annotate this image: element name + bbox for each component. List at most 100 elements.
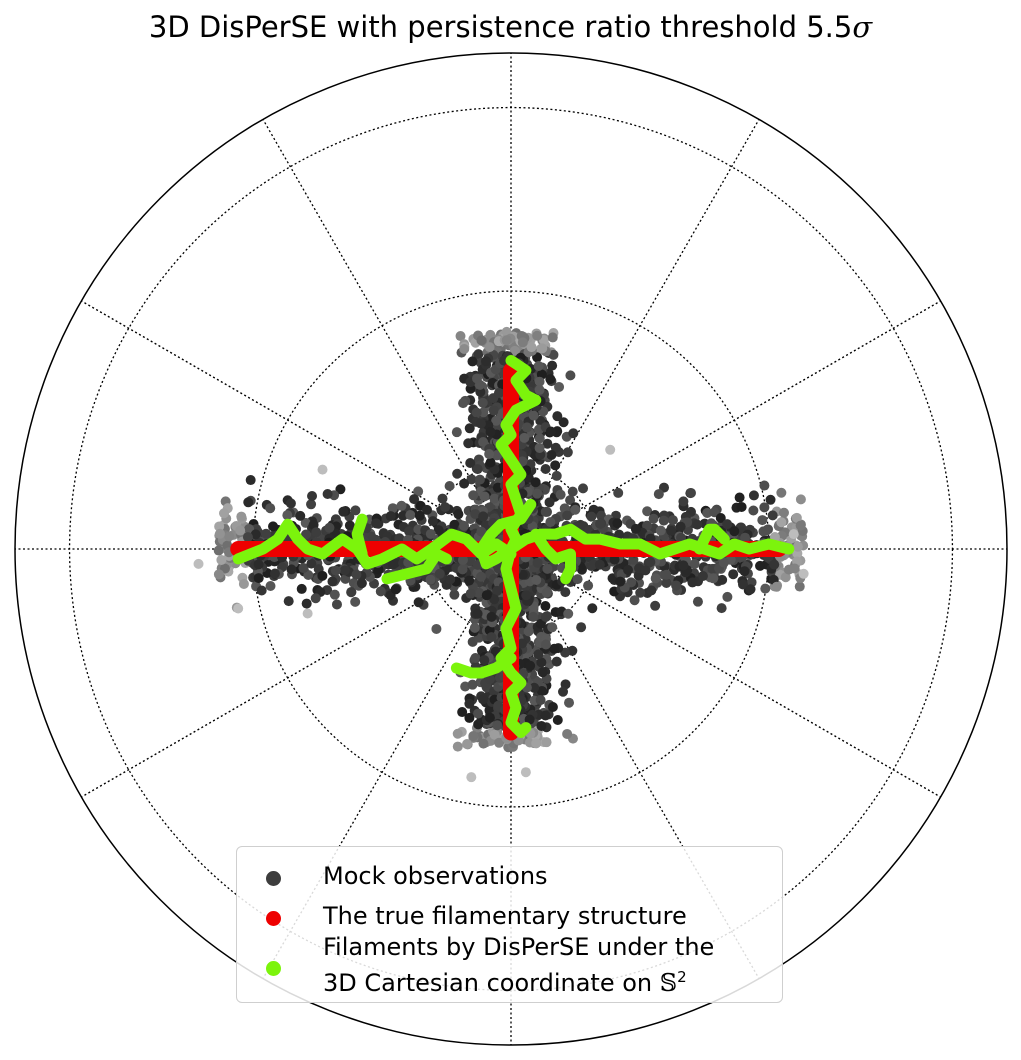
mock-point-2629 [339, 565, 350, 576]
mock-point-104 [451, 427, 462, 438]
mock-point-1284 [473, 708, 484, 719]
mock-point-1394 [540, 639, 551, 650]
mock-point-1236 [535, 618, 546, 629]
mock-point-356 [542, 438, 553, 449]
mock-point-1399 [486, 611, 497, 622]
mock-point-2518 [296, 583, 307, 594]
mock-point-265 [458, 398, 469, 409]
mock-point-1296 [457, 707, 468, 718]
mock-point-1931 [791, 512, 802, 523]
mock-point-2286 [331, 599, 342, 610]
mock-point-386 [540, 464, 551, 475]
mock-point-668 [474, 474, 485, 485]
mock-point-542 [468, 490, 479, 501]
mock-point-630 [526, 342, 537, 353]
mock-point-653 [485, 457, 496, 468]
mock-point-1932 [623, 564, 634, 575]
mock-point-536 [534, 442, 545, 453]
mock-point-1675 [748, 490, 759, 501]
mock-point-2170 [444, 481, 455, 492]
mock-point-1310 [535, 695, 546, 706]
mock-point-2357 [375, 586, 386, 597]
mock-point-1271 [547, 701, 558, 712]
mock-point-1716 [646, 585, 657, 596]
mock-point-2703 [788, 529, 799, 540]
mock-point-1560 [702, 507, 713, 518]
mock-point-1280 [478, 694, 489, 705]
mock-point-2706 [605, 444, 616, 455]
mock-point-138 [554, 381, 565, 392]
mock-point-2457 [214, 528, 225, 539]
mock-point-2291 [440, 502, 451, 513]
mock-point-2016 [650, 573, 661, 584]
legend: Mock observations The true filamentary s… [236, 846, 783, 1003]
legend-label-disperse-line2: 3D Cartesian coordinate on 𝕊2 [323, 963, 687, 998]
mock-point-121 [558, 417, 569, 428]
legend-label-disperse-line1: Filaments by DisPerSE under the [323, 933, 715, 961]
mock-point-1144 [486, 632, 497, 643]
mock-point-2535 [489, 594, 500, 605]
mock-point-1212 [558, 686, 569, 697]
mock-point-491 [491, 450, 502, 461]
mock-point-2305 [413, 486, 424, 497]
mock-point-2701 [233, 603, 244, 614]
mock-point-1642 [541, 587, 552, 598]
mock-point-1983 [718, 557, 729, 568]
mock-point-2556 [253, 573, 264, 584]
mock-point-2606 [213, 569, 224, 580]
mock-point-2663 [425, 528, 436, 539]
mock-point-2036 [769, 559, 780, 570]
mock-point-678 [517, 337, 528, 348]
mock-point-2039 [640, 565, 651, 576]
mock-point-605 [491, 415, 502, 426]
mock-point-1988 [729, 526, 740, 537]
mock-point-2099 [472, 608, 483, 619]
mock-point-1562 [794, 581, 805, 592]
mock-point-1980 [692, 596, 703, 607]
disperse-filament-6 [694, 523, 730, 555]
mock-point-1359 [478, 738, 489, 749]
mock-point-1956 [562, 510, 573, 521]
mock-point-1506 [776, 487, 787, 498]
mock-point-646 [478, 437, 489, 448]
mock-point-1348 [494, 737, 505, 748]
mock-point-1333 [464, 712, 475, 723]
mock-point-2567 [404, 526, 415, 537]
mock-point-2591 [457, 564, 468, 575]
mock-point-1374 [531, 738, 542, 749]
mock-point-671 [545, 426, 556, 437]
disperse-filament-7 [530, 528, 576, 585]
mock-point-1838 [567, 486, 578, 497]
mock-point-1334 [537, 667, 548, 678]
mock-point-2325 [322, 488, 333, 499]
grid-spoke-300 [510, 548, 760, 979]
mock-point-607 [476, 335, 487, 346]
mock-point-1541 [734, 492, 745, 503]
mock-point-2671 [457, 554, 468, 565]
mock-point-1933 [667, 515, 678, 526]
disperse-filament-2 [381, 548, 452, 585]
chart-title-text: 3D DisPerSE with persistence ratio thres… [148, 10, 853, 44]
mock-point-925 [562, 728, 573, 739]
mock-point-2526 [464, 575, 475, 586]
mock-point-2673 [311, 527, 322, 538]
mock-point-1056 [552, 714, 563, 725]
mock-point-2613 [385, 511, 396, 522]
grid-spoke-240 [262, 548, 512, 979]
mock-point-1516 [678, 496, 689, 507]
mock-point-640 [522, 422, 533, 433]
mock-point-589 [534, 384, 545, 395]
mock-point-2704 [466, 772, 477, 783]
mock-point-1891 [532, 557, 543, 568]
mock-point-1245 [529, 682, 540, 693]
mock-point-1318 [492, 720, 503, 731]
legend-label-mock: Mock observations [323, 862, 548, 890]
mock-point-2517 [356, 578, 367, 589]
mock-point-1994 [761, 525, 772, 536]
mock-point-2025 [555, 489, 566, 500]
mock-point-2695 [414, 510, 425, 521]
mock-point-2609 [285, 498, 296, 509]
mock-point-2037 [740, 532, 751, 543]
mock-point-2683 [219, 508, 230, 519]
